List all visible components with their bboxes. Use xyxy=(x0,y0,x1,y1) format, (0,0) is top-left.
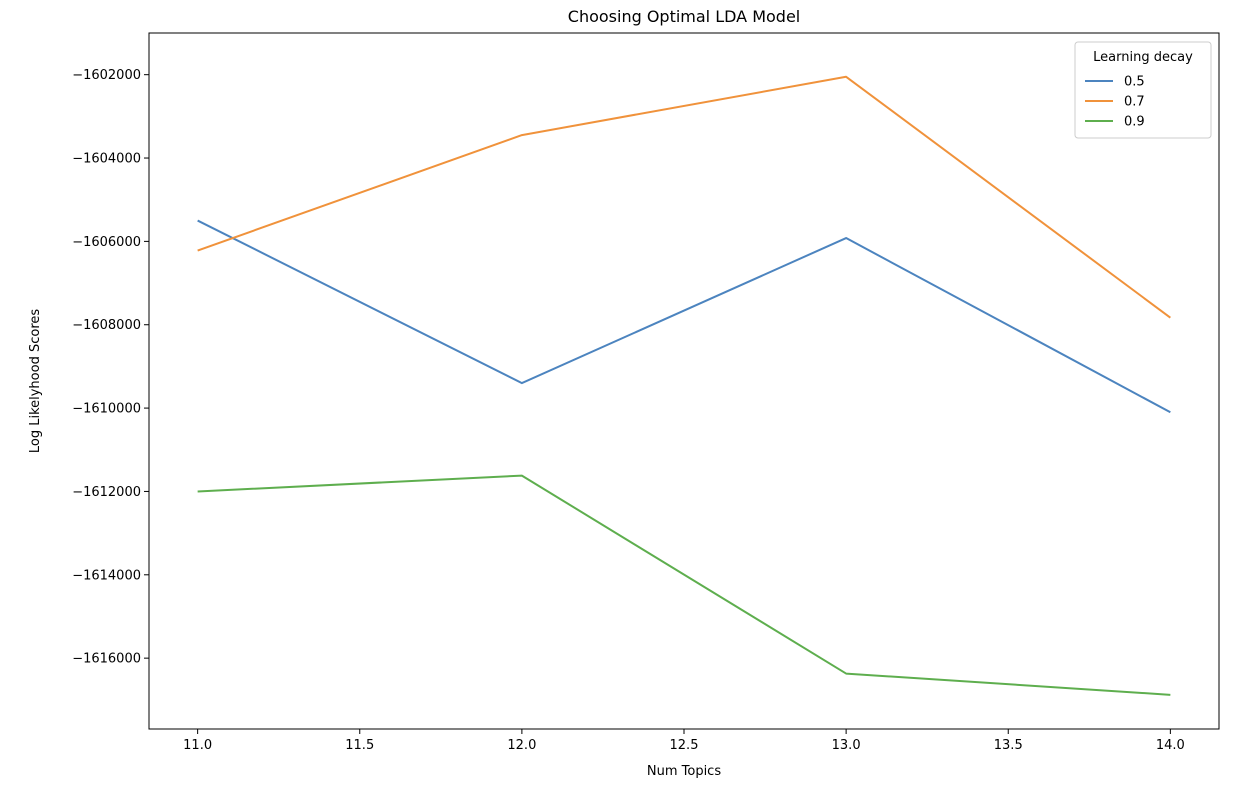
legend-label: 0.7 xyxy=(1124,95,1145,110)
legend-box xyxy=(1074,41,1212,139)
x-tick-label: 11.5 xyxy=(345,738,374,753)
legend-label: 0.9 xyxy=(1124,115,1145,130)
y-tick-label: −1604000 xyxy=(72,152,141,167)
series-line-0-9 xyxy=(197,474,1171,696)
x-tick-label: 13.5 xyxy=(994,738,1023,753)
y-tick-label: −1612000 xyxy=(72,485,141,500)
x-axis-ticks: 11.0 11.5 12.0 12.5 13.0 13.5 14.0 xyxy=(183,729,1185,753)
y-tick-label: −1606000 xyxy=(72,235,141,250)
chart-title: Choosing Optimal LDA Model xyxy=(568,7,800,26)
x-tick-label: 12.5 xyxy=(670,738,699,753)
series-line-0-7 xyxy=(197,75,1171,319)
legend: Learning decay 0.5 0.7 0.9 xyxy=(1074,41,1212,139)
y-axis-label: Log Likelyhood Scores xyxy=(28,309,43,454)
y-axis-ticks: −1602000 −1604000 −1606000 −1608000 −1610000… xyxy=(72,68,149,667)
x-tick-label: 12.0 xyxy=(507,738,536,753)
plot-frame xyxy=(148,32,1220,730)
x-axis-label: Num Topics xyxy=(647,764,721,779)
y-tick-label: −1608000 xyxy=(72,318,141,333)
x-tick-label: 13.0 xyxy=(832,738,861,753)
y-tick-label: −1602000 xyxy=(72,68,141,83)
x-tick-label: 11.0 xyxy=(183,738,212,753)
y-tick-label: −1616000 xyxy=(72,652,141,667)
y-tick-label: −1610000 xyxy=(72,402,141,417)
legend-title: Learning decay xyxy=(1093,50,1193,65)
series-line-0-5 xyxy=(197,219,1171,414)
y-tick-label: −1614000 xyxy=(72,568,141,583)
legend-items: 0.5 0.7 0.9 xyxy=(1085,75,1145,130)
x-tick-label: 14.0 xyxy=(1156,738,1185,753)
series-lines xyxy=(197,75,1171,696)
legend-label: 0.5 xyxy=(1124,75,1145,90)
